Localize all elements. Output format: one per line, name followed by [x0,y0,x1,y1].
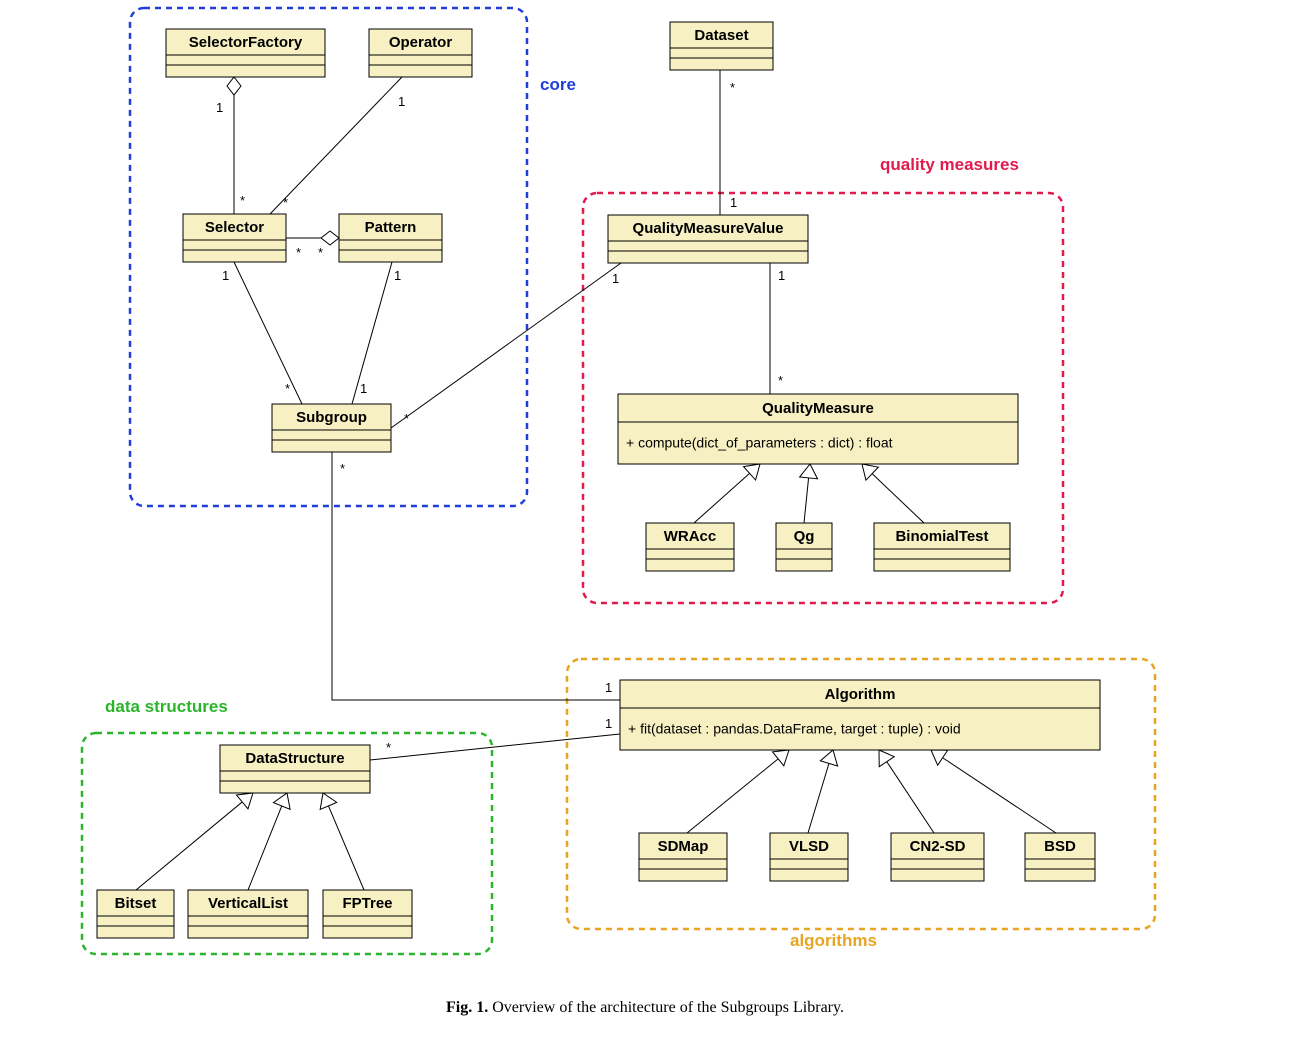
mult-from-3: * [285,381,290,396]
class-title-Algorithm: Algorithm [825,686,896,703]
class-title-VLSD: VLSD [789,838,829,855]
class-BSD: BSD [1025,833,1095,881]
mult-from-0: * [240,193,245,208]
class-title-Qg: Qg [794,528,815,545]
class-SelectorFactory: SelectorFactory [166,29,325,77]
edge-WRAcc-QualityMeasure [694,464,760,523]
class-WRAcc: WRAcc [646,523,734,571]
mult-from-2: * [296,245,301,260]
edge-Subgroup-Pattern [352,262,392,404]
edge-Selector-Pattern [286,231,339,245]
package-label-quality: quality measures [880,155,1019,174]
mult-from-5: * [404,411,409,426]
class-Qg: Qg [776,523,832,571]
class-title-Bitset: Bitset [115,895,157,912]
edge-SDMap-Algorithm [687,750,789,833]
edge-Selector-Operator [270,77,402,214]
class-title-WRAcc: WRAcc [664,528,717,545]
class-op-Algorithm: + fit(dataset : pandas.DataFrame, target… [628,721,961,737]
mult-to-1: 1 [398,94,405,109]
class-SDMap: SDMap [639,833,727,881]
class-VLSD: VLSD [770,833,848,881]
mult-to-4: 1 [394,268,401,283]
edge-VLSD-Algorithm [808,750,838,833]
mult-from-11: * [340,461,345,476]
edge-Selector-SelectorFactory [227,77,241,214]
mult-to-12: 1 [605,716,612,731]
class-title-DataStructure: DataStructure [245,750,344,767]
packages-layer [82,8,1155,954]
class-title-SelectorFactory: SelectorFactory [189,34,303,51]
package-label-algorithms: algorithms [790,931,877,950]
mult-to-6: * [730,80,735,95]
class-QualityMeasure: QualityMeasure + compute(dict_of_paramete… [618,394,1018,464]
class-BinomialTest: BinomialTest [874,523,1010,571]
class-CN2SD: CN2-SD [891,833,984,881]
mult-from-12: * [386,740,391,755]
class-title-Selector: Selector [205,219,264,236]
mult-to-3: 1 [222,268,229,283]
class-title-QualityMeasureValue: QualityMeasureValue [633,220,784,237]
mult-to-11: 1 [605,680,612,695]
class-Selector: Selector [183,214,286,262]
mult-to-0: 1 [216,100,223,115]
class-Subgroup: Subgroup [272,404,391,452]
class-title-BinomialTest: BinomialTest [895,528,988,545]
edge-CN2SD-Algorithm [879,750,934,833]
edge-FPTree-DataStructure [320,793,364,890]
class-FPTree: FPTree [323,890,412,938]
edge-VerticalList-DataStructure [248,793,290,890]
package-label-core: core [540,75,576,94]
class-Dataset: Dataset [670,22,773,70]
mult-from-1: * [283,195,288,210]
class-title-VerticalList: VerticalList [208,895,288,912]
class-Bitset: Bitset [97,890,174,938]
class-VerticalList: VerticalList [188,890,308,938]
mult-to-5: 1 [612,271,619,286]
edge-Subgroup-QualityMeasureValue [391,263,621,428]
class-title-FPTree: FPTree [342,895,392,912]
class-title-SDMap: SDMap [658,838,709,855]
class-op-QualityMeasure: + compute(dict_of_parameters : dict) : f… [626,435,893,451]
class-title-Pattern: Pattern [365,219,417,236]
mult-from-7: * [778,373,783,388]
class-Algorithm: Algorithm + fit(dataset : pandas.DataFram… [620,680,1100,750]
class-title-CN2SD: CN2-SD [910,838,966,855]
class-title-Dataset: Dataset [694,27,748,44]
class-Pattern: Pattern [339,214,442,262]
package-label-data_structures: data structures [105,697,228,716]
edge-DataStructure-Algorithm [370,734,620,760]
mult-to-7: 1 [778,268,785,283]
class-QualityMeasureValue: QualityMeasureValue [608,215,808,263]
edge-BSD-Algorithm [931,750,1056,833]
class-DataStructure: DataStructure [220,745,370,793]
mult-from-4: 1 [360,381,367,396]
mult-from-6: 1 [730,195,737,210]
edge-Subgroup-Selector [234,262,302,404]
figure-caption: Fig. 1. Overview of the architecture of … [446,999,844,1016]
class-title-BSD: BSD [1044,838,1076,855]
uml-diagram: SelectorFactory Operator Selector Pattern Su… [0,0,1290,1048]
labels-layer: core quality measures data structures algor… [105,75,1019,950]
class-Operator: Operator [369,29,472,77]
edge-Subgroup-Algorithm [332,452,620,700]
edge-BinomialTest-QualityMeasure [862,464,924,523]
edge-Qg-QualityMeasure [800,464,818,523]
class-title-QualityMeasure: QualityMeasure [762,400,874,417]
mult-to-2: * [318,245,323,260]
edge-Bitset-DataStructure [136,793,253,890]
class-title-Operator: Operator [389,34,453,51]
class-title-Subgroup: Subgroup [296,409,367,426]
